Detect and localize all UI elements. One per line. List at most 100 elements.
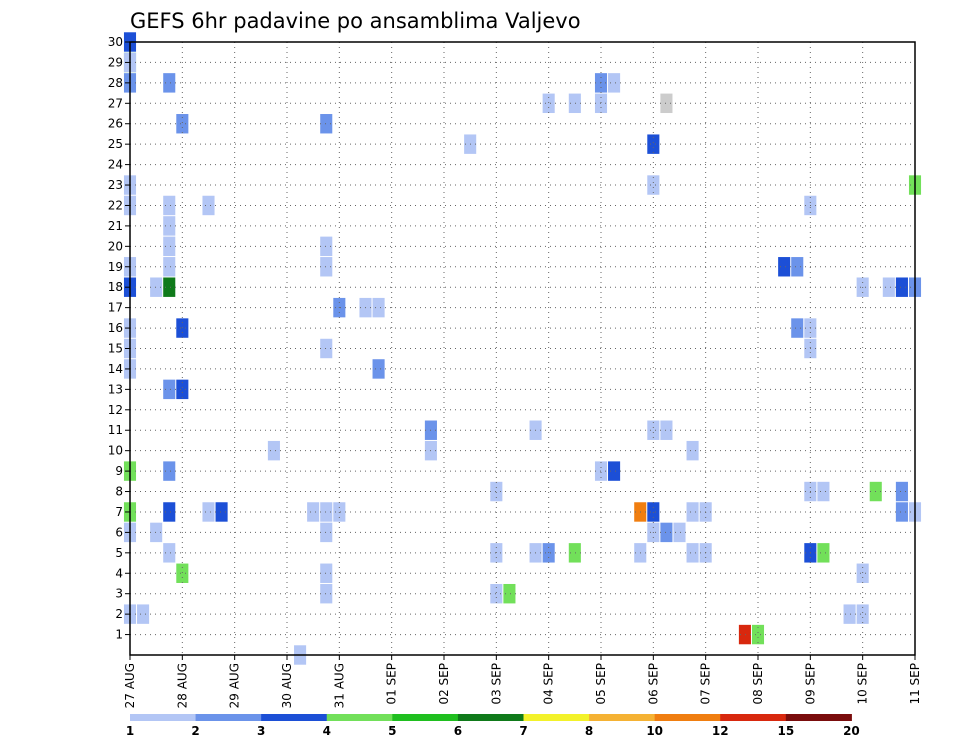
data-cell: [163, 73, 176, 93]
grid-layer: [130, 42, 915, 655]
data-cell: [882, 277, 895, 297]
y-tick-label: 23: [108, 178, 123, 192]
data-cell: [660, 522, 673, 543]
data-cell: [503, 583, 516, 604]
data-cell: [176, 379, 189, 400]
data-cell: [163, 461, 176, 481]
data-cell: [608, 461, 621, 481]
data-cell: [738, 624, 751, 645]
legend-label: 7: [519, 724, 527, 738]
legend-swatch: [130, 714, 197, 721]
legend-swatch: [457, 714, 524, 721]
data-cell: [895, 277, 908, 297]
y-tick-label: 4: [115, 566, 123, 580]
legend-swatch: [654, 714, 721, 721]
x-tick-label: 27 AUG: [123, 663, 137, 708]
data-cell: [150, 277, 163, 297]
legend-swatch: [720, 714, 787, 721]
legend-label: 6: [454, 724, 462, 738]
y-tick-label: 29: [108, 55, 123, 69]
y-tick-label: 21: [108, 219, 123, 233]
y-tick-label: 13: [108, 382, 123, 396]
y-tick-label: 30: [108, 35, 123, 49]
data-cell: [163, 277, 176, 297]
legend-swatch: [326, 714, 393, 721]
y-tick-label: 16: [108, 321, 123, 335]
x-tick-label: 02 SEP: [437, 663, 451, 705]
x-tick-label: 11 SEP: [908, 663, 922, 705]
x-tick-label: 01 SEP: [385, 663, 399, 705]
data-cell: [163, 195, 176, 216]
legend-swatch: [195, 714, 262, 721]
y-tick-label: 10: [108, 444, 123, 458]
data-cell: [215, 502, 228, 522]
y-tick-label: 24: [108, 158, 123, 172]
data-cell: [856, 604, 869, 624]
data-cell: [320, 338, 333, 359]
data-cell: [320, 114, 333, 134]
data-cell: [320, 583, 333, 604]
legend-label: 10: [646, 724, 663, 738]
data-cell: [320, 502, 333, 522]
data-cell: [568, 93, 581, 114]
x-axis: 27 AUG 28 AUG 29 AUG 30 AUG 31 AUG 01 SEP 02 S…: [123, 655, 922, 708]
data-cell: [490, 481, 503, 502]
data-cell: [660, 93, 673, 114]
x-tick-label: 31 AUG: [332, 663, 346, 708]
data-cell: [202, 195, 215, 216]
x-tick-label: 30 AUG: [280, 663, 294, 708]
data-cell: [647, 134, 660, 154]
y-tick-label: 7: [115, 505, 123, 519]
data-cell: [176, 563, 189, 583]
data-cell: [817, 481, 830, 502]
data-cell: [320, 257, 333, 277]
legend-label: 1: [126, 724, 134, 738]
data-cell: [150, 522, 163, 543]
data-cell: [372, 359, 385, 379]
legend-swatch: [523, 714, 590, 721]
data-cell: [647, 420, 660, 440]
chart-title: GEFS 6hr padavine po ansamblima Valjevo: [130, 9, 581, 33]
y-tick-label: 6: [115, 525, 123, 539]
data-cell: [307, 502, 320, 522]
data-cell: [542, 93, 555, 114]
legend-label: 15: [777, 724, 794, 738]
data-cell: [267, 440, 280, 461]
data-cell: [176, 318, 189, 338]
y-tick-label: 18: [108, 280, 123, 294]
x-tick-label: 08 SEP: [751, 663, 765, 705]
y-tick-label: 27: [108, 96, 123, 110]
data-cell: [686, 543, 699, 563]
x-tick-label: 09 SEP: [803, 663, 817, 705]
data-cell: [673, 522, 686, 543]
data-cell: [163, 257, 176, 277]
legend-label: 20: [843, 724, 860, 738]
x-tick-label: 10 SEP: [856, 663, 870, 705]
data-cell: [647, 502, 660, 522]
legend-swatch: [785, 714, 852, 721]
data-cell: [568, 543, 581, 563]
y-tick-label: 22: [108, 198, 123, 212]
x-tick-label: 04 SEP: [542, 663, 556, 705]
data-cell: [163, 379, 176, 400]
y-tick-label: 1: [115, 628, 123, 642]
legend-label: 2: [191, 724, 199, 738]
y-tick-label: 3: [115, 587, 123, 601]
data-cell: [778, 257, 791, 277]
legend-label: 8: [585, 724, 593, 738]
data-cell: [843, 604, 856, 624]
data-cell: [320, 563, 333, 583]
data-cell: [163, 502, 176, 522]
data-cell: [163, 216, 176, 236]
legend-swatch: [589, 714, 656, 721]
data-cell: [686, 502, 699, 522]
x-tick-label: 03 SEP: [489, 663, 503, 705]
x-tick-label: 29 AUG: [228, 663, 242, 708]
x-tick-label: 28 AUG: [175, 663, 189, 708]
data-cell: [856, 563, 869, 583]
data-cell: [372, 297, 385, 318]
y-tick-label: 25: [108, 137, 123, 151]
colorbar-legend: 1 2 3 4 5 6 7 8 10 12 15 20: [126, 714, 860, 738]
y-tick-label: 19: [108, 260, 123, 274]
data-cell: [333, 502, 346, 522]
